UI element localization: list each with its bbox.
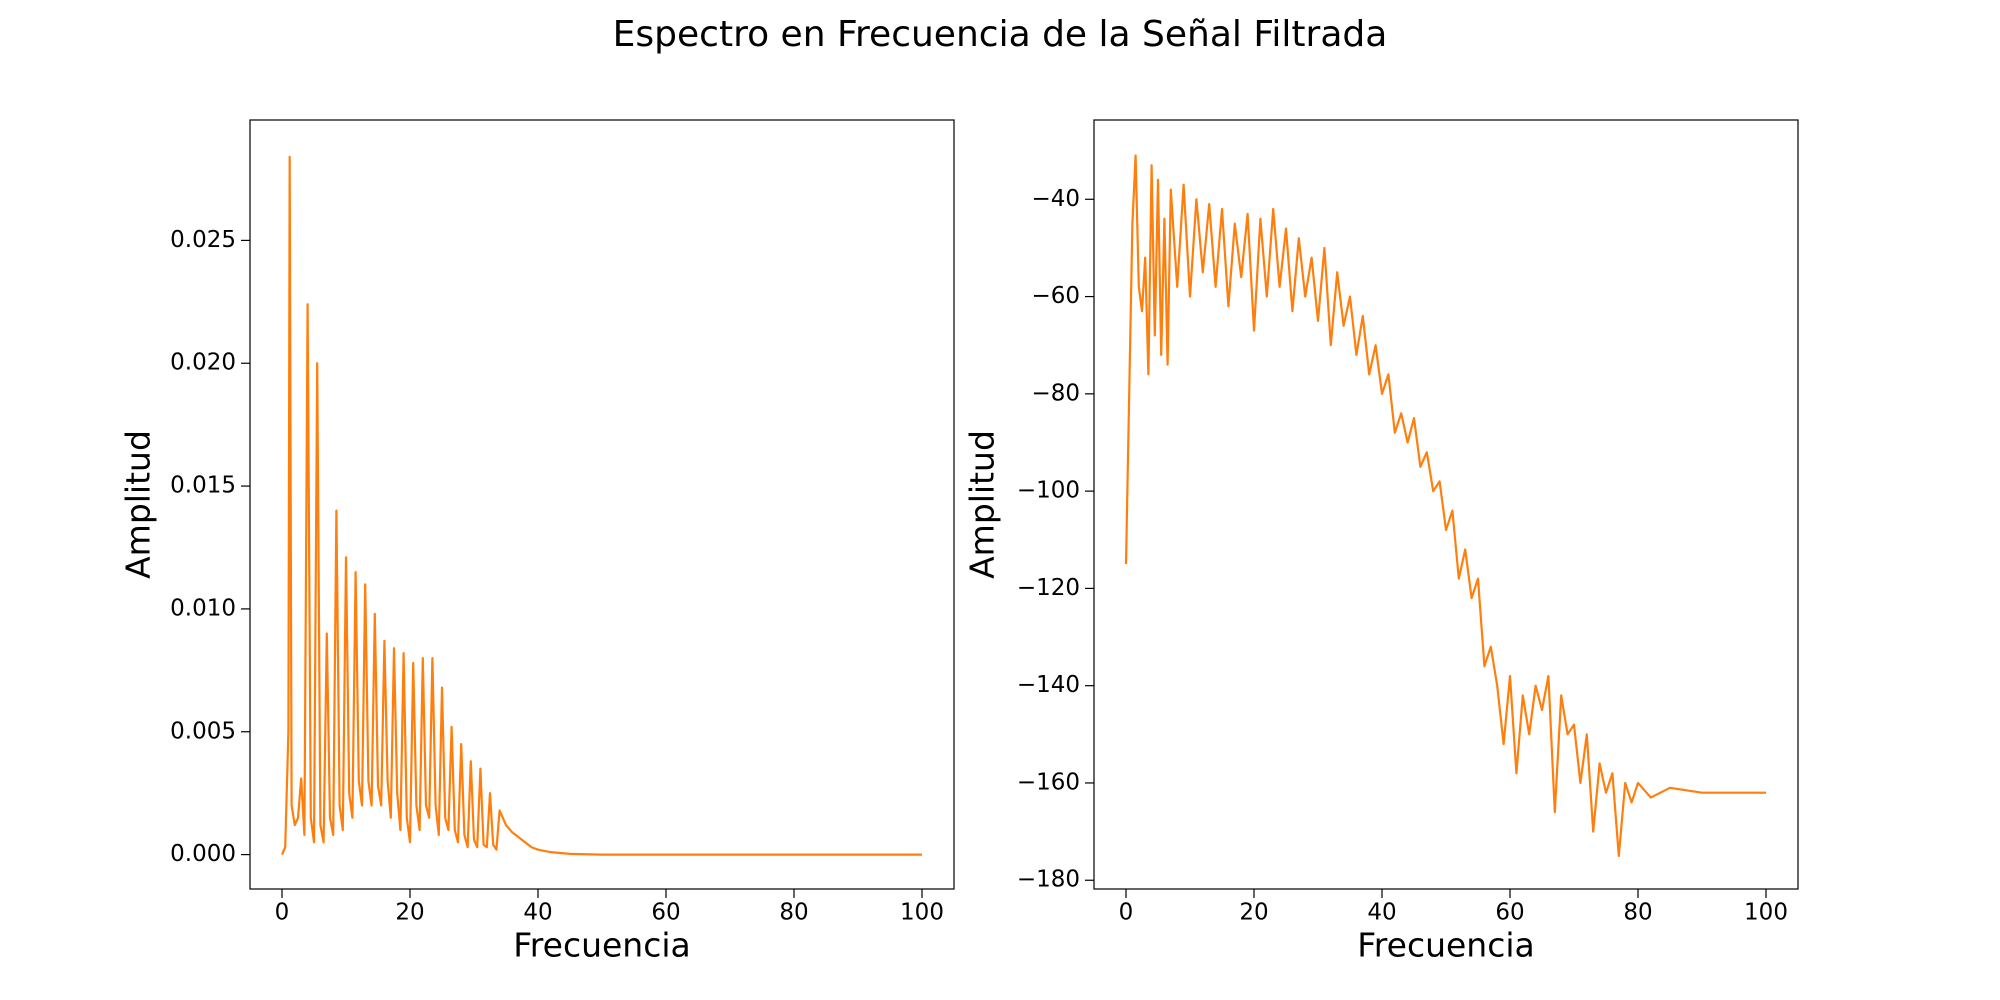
x-tick-label: 60 xyxy=(1495,900,1524,926)
y-tick-label: 0.010 xyxy=(170,595,236,621)
y-axis-label: Amplitud xyxy=(963,430,1002,579)
y-tick-label: −140 xyxy=(1017,672,1080,698)
spectrum-line xyxy=(280,155,922,856)
x-tick-label: 80 xyxy=(779,900,808,926)
y-tick-label: −40 xyxy=(1031,186,1080,212)
y-tick-label: −100 xyxy=(1017,478,1080,504)
y-tick-label: 0.025 xyxy=(170,227,236,253)
x-tick-label: 80 xyxy=(1623,900,1652,926)
y-tick-label: −160 xyxy=(1017,769,1080,795)
y-tick-label: −80 xyxy=(1031,380,1080,406)
x-tick-label: 20 xyxy=(395,900,424,926)
y-tick-label: −180 xyxy=(1017,867,1080,893)
figure-title: Espectro en Frecuencia de la Señal Filtr… xyxy=(613,14,1388,55)
y-tick-label: 0.005 xyxy=(170,718,236,744)
x-tick-label: 0 xyxy=(275,900,290,926)
y-axis-label: Amplitud xyxy=(119,430,158,579)
x-tick-label: 60 xyxy=(651,900,680,926)
x-axis-label: Frecuencia xyxy=(1357,926,1535,965)
x-axis-label: Frecuencia xyxy=(513,926,691,965)
x-tick-label: 0 xyxy=(1119,900,1134,926)
y-tick-label: 0.020 xyxy=(170,350,236,376)
y-tick-label: −120 xyxy=(1017,575,1080,601)
y-tick-label: 0.000 xyxy=(170,841,236,867)
y-tick-label: −60 xyxy=(1031,283,1080,309)
spectrum-line xyxy=(1124,154,1766,858)
y-tick-label: 0.015 xyxy=(170,473,236,499)
x-tick-label: 20 xyxy=(1239,900,1268,926)
x-tick-label: 40 xyxy=(1367,900,1396,926)
x-tick-label: 100 xyxy=(900,900,944,926)
x-tick-label: 100 xyxy=(1744,900,1788,926)
axes-frame xyxy=(1093,119,1799,890)
x-tick-label: 40 xyxy=(523,900,552,926)
axes-frame xyxy=(249,119,955,890)
